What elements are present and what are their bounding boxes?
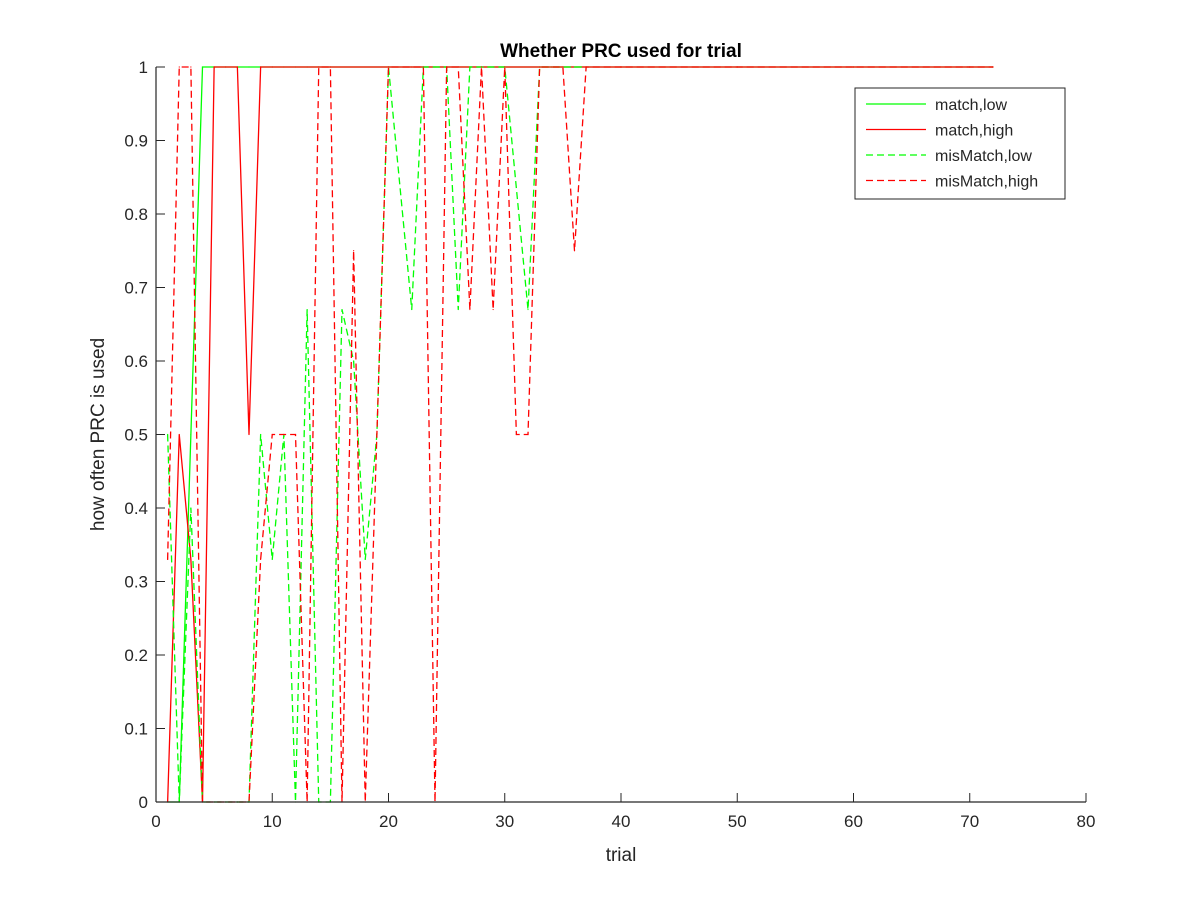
data-point <box>190 558 192 561</box>
data-point <box>480 66 483 68</box>
y-axis-label: how often PRC is used <box>88 338 109 531</box>
data-point <box>992 66 994 68</box>
data-point <box>527 308 529 311</box>
x-tick-label: 80 <box>1077 812 1096 831</box>
data-point <box>585 66 587 68</box>
data-point <box>376 433 378 436</box>
data-point <box>225 66 227 68</box>
data-point <box>260 66 262 68</box>
y-tick-label: 0.2 <box>124 646 148 665</box>
data-point <box>736 66 738 68</box>
y-tick-label: 0.7 <box>124 279 148 298</box>
x-tick-label: 10 <box>263 812 282 831</box>
data-point <box>329 66 331 68</box>
x-tick-label: 20 <box>379 812 398 831</box>
data-point <box>213 66 215 68</box>
data-point <box>550 66 552 68</box>
x-tick-label: 70 <box>960 812 979 831</box>
x-tick-label: 0 <box>151 812 160 831</box>
legend-label: match,low <box>935 97 1007 114</box>
data-point <box>248 433 250 436</box>
data-point <box>492 66 494 68</box>
data-point <box>178 433 180 436</box>
y-tick-label: 0.9 <box>124 132 148 151</box>
data-point <box>527 433 529 436</box>
y-tick-label: 0.1 <box>124 720 148 739</box>
data-point <box>271 66 273 68</box>
data-point <box>248 66 250 68</box>
y-ticks: 0 0.1 0.2 0.3 0.4 0.5 0.6 0.7 0.8 0.9 1 <box>124 58 165 812</box>
data-point <box>573 250 576 252</box>
data-point <box>515 433 517 436</box>
data-point <box>353 360 355 362</box>
x-tick-label: 40 <box>612 812 631 831</box>
y-tick-label: 0.5 <box>124 426 148 445</box>
data-point <box>852 66 855 68</box>
data-point <box>411 308 413 311</box>
legend: match,low match,high misMatch,low misMatch,… <box>854 87 1066 200</box>
data-point <box>422 66 424 68</box>
data-point <box>260 558 262 561</box>
data-point <box>201 66 204 68</box>
data-point <box>434 66 436 68</box>
data-point <box>411 66 413 68</box>
data-point <box>294 433 297 436</box>
x-tick-label: 60 <box>844 812 863 831</box>
x-ticks: 0 10 20 30 40 50 60 70 80 <box>151 793 1095 831</box>
data-point <box>620 66 622 68</box>
data-point <box>236 66 238 68</box>
data-point <box>341 308 343 311</box>
data-point <box>353 250 355 252</box>
data-point <box>364 558 366 561</box>
data-point <box>469 66 471 68</box>
y-tick-label: 0.3 <box>124 573 148 592</box>
data-point <box>492 308 494 311</box>
y-tick-label: 1 <box>139 58 148 77</box>
data-point <box>457 308 459 311</box>
data-point <box>969 66 971 68</box>
data-point <box>178 66 180 68</box>
data-point <box>387 66 390 68</box>
data-point <box>260 433 262 436</box>
legend-label: misMatch,high <box>935 174 1038 191</box>
data-point <box>190 507 192 509</box>
data-point <box>469 308 471 311</box>
y-tick-label: 0.6 <box>124 352 148 371</box>
data-point <box>306 308 308 311</box>
data-point <box>539 66 541 68</box>
data-point <box>271 558 273 561</box>
data-point <box>504 66 506 68</box>
data-point <box>446 66 448 68</box>
x-tick-label: 50 <box>728 812 747 831</box>
data-point <box>573 66 576 68</box>
y-tick-label: 0 <box>139 793 148 812</box>
x-tick-label: 30 <box>495 812 514 831</box>
data-point <box>457 66 459 68</box>
data-point <box>562 66 564 68</box>
x-axis-label: trial <box>606 845 637 866</box>
data-point <box>167 433 169 436</box>
y-tick-label: 0.4 <box>124 499 148 518</box>
legend-label: match,high <box>935 123 1013 140</box>
data-point <box>167 558 169 561</box>
data-point <box>190 433 192 436</box>
data-point <box>318 66 320 68</box>
data-point <box>283 433 285 436</box>
chart-title: Whether PRC used for trial <box>500 41 742 62</box>
legend-label: misMatch,low <box>935 148 1032 165</box>
data-point <box>190 66 192 68</box>
y-tick-label: 0.8 <box>124 205 148 224</box>
data-point <box>271 433 273 436</box>
